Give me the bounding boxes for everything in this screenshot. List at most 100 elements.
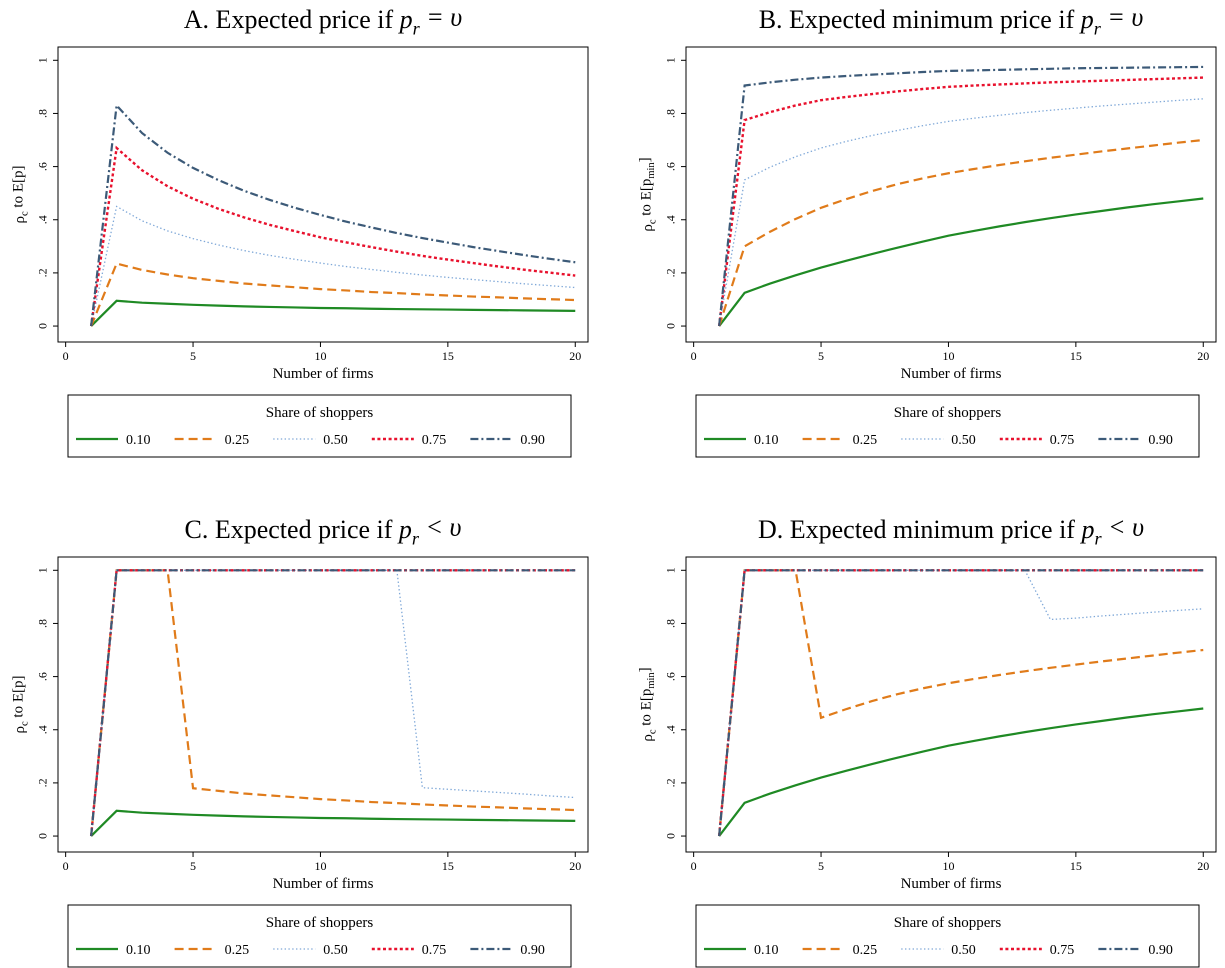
y-tick-label: 1 <box>36 57 50 63</box>
y-tick-label: .6 <box>36 672 50 681</box>
text-part: p <box>398 5 413 34</box>
text-part: ρ <box>12 726 28 734</box>
x-tick-label: 15 <box>442 349 454 363</box>
text-part: min <box>646 672 657 689</box>
x-tick-label: 5 <box>818 349 824 363</box>
plot-frame <box>685 556 1217 853</box>
text-part: r <box>1094 528 1102 548</box>
y-tick-label: 0 <box>664 833 678 839</box>
y-tick-label: 1 <box>664 57 678 63</box>
text-part: ρ <box>640 224 656 232</box>
text-part: < υ <box>1102 512 1145 541</box>
chart-title: A. Expected price if pr = υ <box>184 2 462 38</box>
x-tick-label: 0 <box>63 349 69 363</box>
y-tick-label: 1 <box>664 567 678 573</box>
legend-label: 0.10 <box>126 433 151 448</box>
x-tick-label: 20 <box>1197 349 1209 363</box>
y-tick-label: .2 <box>664 268 678 277</box>
text-part: ] <box>637 667 653 672</box>
y-tick-label: .4 <box>36 215 50 224</box>
x-tick-label: 5 <box>190 859 196 873</box>
text-part: min <box>646 162 657 179</box>
series-line <box>718 98 1204 327</box>
x-axis-label: Number of firms <box>901 366 1002 382</box>
y-tick-label: .2 <box>36 268 50 277</box>
legend-label: 0.25 <box>225 433 250 448</box>
y-tick-label: .8 <box>664 619 678 628</box>
x-tick-label: 20 <box>569 859 581 873</box>
legend-label: 0.90 <box>520 433 545 448</box>
legend-label: 0.10 <box>126 943 151 958</box>
x-tick-label: 0 <box>691 349 697 363</box>
text-part: to E[p <box>638 689 654 730</box>
y-tick-label: .4 <box>664 215 678 224</box>
legend-box <box>695 904 1200 968</box>
y-tick-label: 0 <box>36 323 50 329</box>
series-line <box>90 809 576 837</box>
series-line <box>717 76 1204 327</box>
text-part: ] <box>637 157 653 162</box>
series-line <box>718 65 1204 327</box>
text-part: p <box>397 515 412 544</box>
legend-title: Share of shoppers <box>266 915 374 931</box>
text-part: < υ <box>419 512 462 541</box>
text-part: = υ <box>1101 2 1144 31</box>
x-tick-label: 15 <box>1070 859 1082 873</box>
legend-label: 0.50 <box>951 433 976 448</box>
y-tick-label: .2 <box>36 778 50 787</box>
legend-label: 0.90 <box>1148 433 1173 448</box>
y-tick-label: .4 <box>36 725 50 734</box>
legend-box <box>695 394 1200 458</box>
text-part: c <box>648 219 659 224</box>
x-tick-label: 10 <box>942 859 954 873</box>
x-tick-label: 20 <box>569 349 581 363</box>
x-tick-label: 5 <box>818 859 824 873</box>
legend-label: 0.25 <box>853 943 878 958</box>
x-tick-label: 10 <box>942 349 954 363</box>
text-part: ρ <box>12 216 28 224</box>
y-tick-label: .2 <box>664 778 678 787</box>
series-line <box>718 138 1204 327</box>
series-line <box>718 569 1204 837</box>
text-part: p <box>1079 515 1094 544</box>
series-line <box>718 197 1204 327</box>
text-part: p <box>1079 5 1094 34</box>
plot-frame <box>685 46 1217 343</box>
legend-label: 0.75 <box>422 433 447 448</box>
text-part: A. Expected price if <box>184 5 400 34</box>
text-part: B. Expected minimum price if <box>759 5 1081 34</box>
y-tick-label: .8 <box>664 109 678 118</box>
legend-title: Share of shoppers <box>266 405 374 421</box>
x-tick-label: 0 <box>63 859 69 873</box>
text-part: c <box>20 211 31 216</box>
legend-label: 0.90 <box>520 943 545 958</box>
y-axis-label: ρc to E[p] <box>10 676 30 734</box>
y-tick-label: .4 <box>664 725 678 734</box>
y-tick-label: .6 <box>664 672 678 681</box>
legend-label: 0.75 <box>422 943 447 958</box>
y-tick-label: 0 <box>36 833 50 839</box>
series-line <box>89 145 576 327</box>
chart-title: D. Expected minimum price if pr < υ <box>758 512 1144 548</box>
legend-label: 0.10 <box>754 943 779 958</box>
y-tick-label: 0 <box>664 323 678 329</box>
x-tick-label: 15 <box>1070 349 1082 363</box>
plot-frame <box>57 46 589 343</box>
legend-label: 0.25 <box>853 433 878 448</box>
y-tick-label: .8 <box>36 619 50 628</box>
x-axis-label: Number of firms <box>901 876 1002 892</box>
series-line <box>717 569 1204 837</box>
chart-title: C. Expected price if pr < υ <box>185 512 462 548</box>
x-tick-label: 20 <box>1197 859 1209 873</box>
legend-label: 0.90 <box>1148 943 1173 958</box>
legend-title: Share of shoppers <box>894 915 1002 931</box>
series-line <box>90 569 576 837</box>
legend-label: 0.75 <box>1050 943 1075 958</box>
x-tick-label: 10 <box>314 859 326 873</box>
legend-label: 0.75 <box>1050 433 1075 448</box>
legend-title: Share of shoppers <box>894 405 1002 421</box>
series-line <box>718 569 1204 837</box>
legend-box <box>67 394 572 458</box>
legend-label: 0.50 <box>951 943 976 958</box>
